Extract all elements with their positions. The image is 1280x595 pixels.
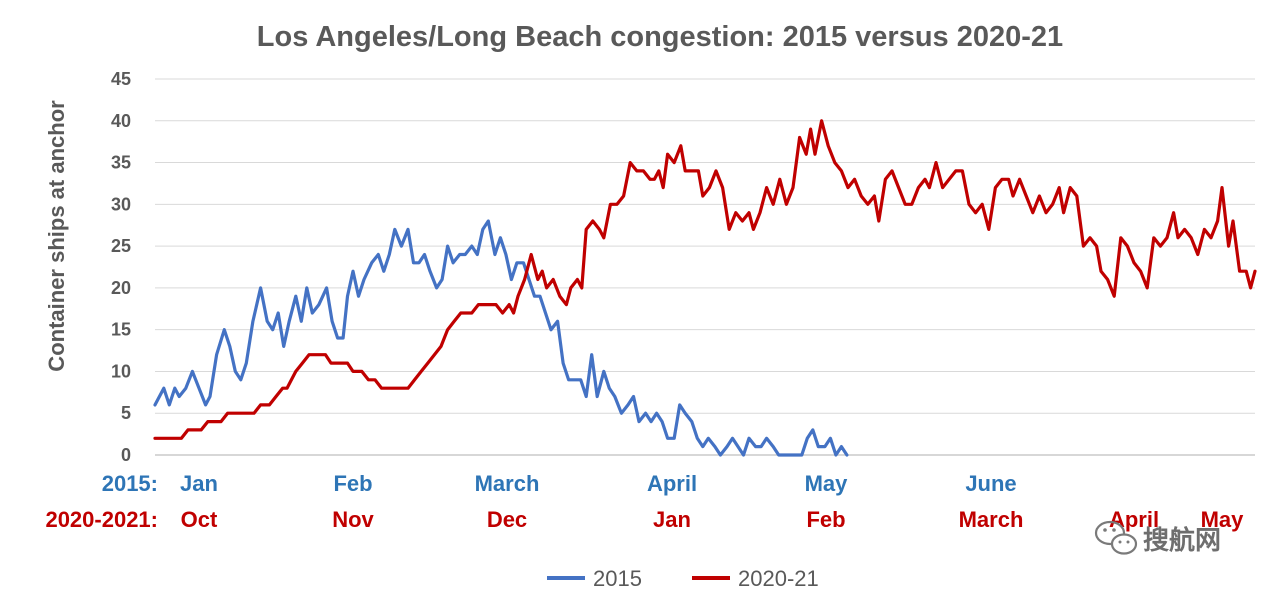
gridlines — [155, 78, 1255, 456]
y-tick-label: 10 — [111, 361, 131, 381]
x-tick-label: Nov — [332, 507, 374, 532]
y-tick-label: 15 — [111, 320, 131, 340]
x-tick-label: May — [1201, 507, 1245, 532]
y-tick-label: 45 — [111, 69, 131, 89]
x-tick-label: April — [647, 471, 697, 496]
x-tick-label: Jan — [653, 507, 691, 532]
x-row-prefix: 2020-2021: — [45, 507, 158, 532]
series-line-2020-21 — [153, 119, 1257, 440]
watermark-text: 搜航网 — [1143, 525, 1221, 555]
x-tick-label: June — [965, 471, 1016, 496]
x-tick-label: Feb — [333, 471, 372, 496]
series-line-2015 — [153, 219, 849, 457]
y-tick-labels: 0 5 10 15 20 25 30 35 40 45 — [111, 69, 131, 465]
legend-label-2015: 2015 — [593, 566, 642, 591]
x-tick-label: Feb — [806, 507, 845, 532]
watermark: 搜航网 — [1094, 520, 1221, 555]
y-tick-label: 35 — [111, 153, 131, 173]
x-row-prefix: 2015: — [102, 471, 158, 496]
x-tick-label: April — [1109, 507, 1159, 532]
y-tick-label: 40 — [111, 111, 131, 131]
y-tick-label: 5 — [121, 403, 131, 423]
legend: 2015 2020-21 — [547, 566, 819, 591]
x-axis-labels: 2015: Jan Feb March April May June 2020-2021: Oc… — [45, 471, 1244, 532]
x-tick-label: March — [475, 471, 540, 496]
y-tick-label: 20 — [111, 278, 131, 298]
x-tick-label: May — [805, 471, 849, 496]
y-axis-label: Container ships at anchor — [44, 100, 69, 372]
wechat-icon — [1094, 520, 1138, 555]
x-tick-label: March — [959, 507, 1024, 532]
legend-label-2020-21: 2020-21 — [738, 566, 819, 591]
x-tick-label: Oct — [181, 507, 218, 532]
series-lines — [153, 119, 1257, 457]
chart-title: Los Angeles/Long Beach congestion: 2015 … — [257, 21, 1063, 53]
y-tick-label: 30 — [111, 194, 131, 214]
y-tick-label: 0 — [121, 445, 131, 465]
y-tick-label: 25 — [111, 236, 131, 256]
x-tick-label: Dec — [487, 507, 527, 532]
x-tick-label: Jan — [180, 471, 218, 496]
